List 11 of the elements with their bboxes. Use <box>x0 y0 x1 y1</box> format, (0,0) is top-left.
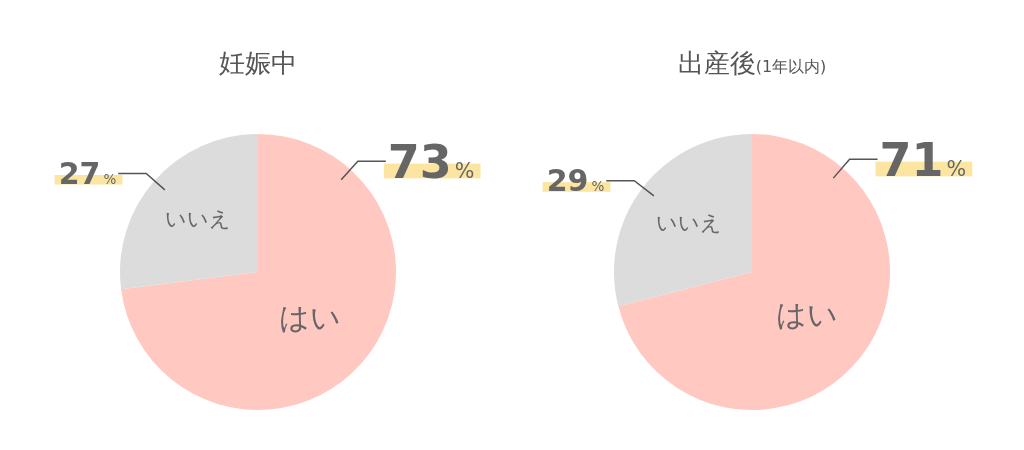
data-label: 71% <box>879 132 967 187</box>
slice-label: はい <box>278 300 341 336</box>
slice-label: いいえ <box>164 207 231 232</box>
chart-title: 出産後(1年以内) <box>677 48 827 78</box>
data-label: 29% <box>546 163 605 199</box>
data-label: 73% <box>387 134 475 189</box>
pie-slice <box>614 134 752 307</box>
slice-label: はい <box>775 296 838 332</box>
chart-title: 妊娠中 <box>219 48 297 78</box>
pie-slice <box>120 134 258 290</box>
slice-label: いいえ <box>655 210 722 235</box>
